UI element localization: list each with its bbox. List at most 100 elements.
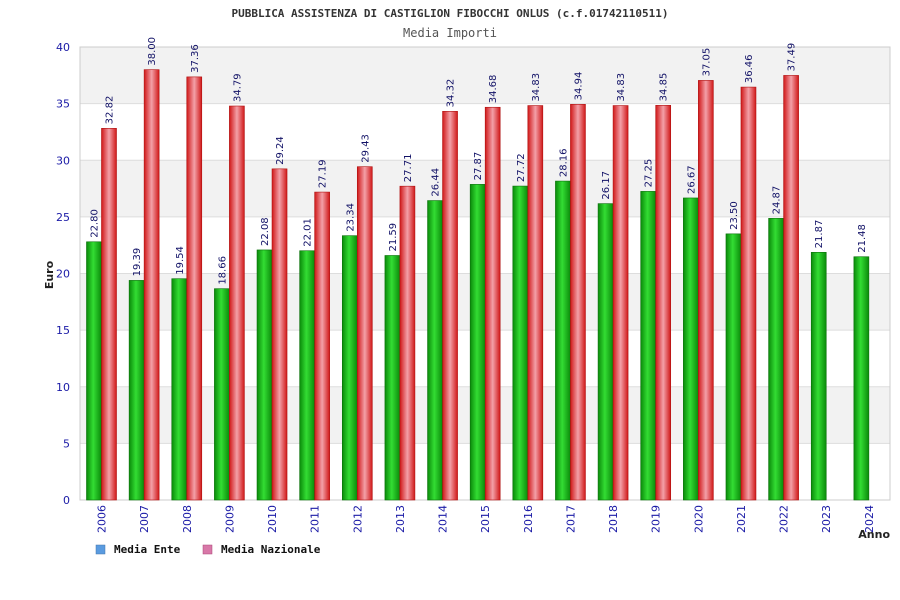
bar-media-nazionale [314, 191, 330, 501]
bar-media-ente [469, 184, 486, 501]
bar-media-ente [427, 200, 443, 501]
bar-media-nazionale [271, 168, 288, 501]
bars: 22.80 32.82 19.39 38.00 19.54 37.36 18.66 34.79… [86, 37, 870, 501]
bar-media-nazionale [698, 80, 714, 501]
value-label-media-ente: 22.01 [303, 218, 314, 247]
x-tick-label: 2021 [735, 505, 748, 533]
y-tick-label: 20 [56, 268, 70, 281]
x-tick-label: 2012 [351, 505, 364, 533]
y-axis-label: Euro [43, 260, 56, 289]
bar-media-nazionale [229, 105, 245, 501]
bar-media-nazionale [527, 105, 544, 501]
value-label-media-ente: 21.48 [857, 224, 868, 253]
y-axis: 0 5 10 15 20 25 30 35 40 [56, 41, 70, 507]
bar-media-nazionale [612, 105, 629, 501]
value-label-media-nazionale: 32.82 [105, 96, 116, 125]
x-tick-label: 2020 [692, 505, 705, 533]
value-label-media-ente: 26.67 [686, 165, 697, 194]
bar-media-nazionale [186, 76, 203, 501]
x-tick-label: 2017 [564, 505, 577, 533]
x-tick-label: 2018 [607, 505, 620, 533]
value-label-media-nazionale: 37.36 [190, 44, 201, 73]
value-label-media-nazionale: 29.24 [275, 136, 286, 165]
x-tick-label: 2010 [266, 505, 279, 533]
bar-media-nazionale [655, 105, 672, 501]
value-label-media-ente: 21.59 [388, 223, 399, 252]
legend-label-nazionale: Media Nazionale [221, 543, 321, 556]
bar-media-nazionale [484, 106, 501, 501]
y-tick-label: 40 [56, 41, 70, 54]
value-label-media-ente: 21.87 [814, 220, 825, 249]
value-label-media-ente: 26.44 [431, 168, 442, 197]
bar-media-nazionale [101, 128, 117, 501]
x-tick-label: 2011 [309, 505, 322, 533]
bar-media-ente [768, 218, 784, 501]
bar-media-nazionale [783, 75, 799, 501]
value-label-media-ente: 18.66 [217, 256, 228, 285]
value-label-media-ente: 23.50 [729, 201, 740, 230]
value-label-media-nazionale: 37.49 [787, 43, 798, 72]
bar-media-nazionale [442, 111, 458, 501]
bar-media-ente [725, 233, 742, 501]
chart-subtitle: Media Importi [403, 26, 497, 40]
value-label-media-nazionale: 27.71 [403, 154, 414, 183]
y-tick-label: 15 [56, 324, 70, 337]
value-label-media-nazionale: 34.85 [659, 73, 670, 102]
bar-media-ente [597, 203, 614, 501]
value-label-media-nazionale: 34.83 [531, 73, 542, 102]
y-tick-label: 25 [56, 211, 70, 224]
x-tick-label: 2009 [223, 505, 236, 533]
y-tick-label: 30 [56, 154, 70, 167]
legend-swatch-nazionale [202, 544, 213, 555]
value-label-media-nazionale: 34.68 [488, 75, 499, 104]
value-label-media-nazionale: 34.83 [616, 73, 627, 102]
bar-media-nazionale [570, 104, 586, 501]
value-label-media-nazionale: 34.79 [232, 73, 243, 102]
bar-media-ente [256, 249, 273, 501]
legend: Media Ente Media Nazionale [95, 543, 321, 556]
value-label-media-ente: 27.87 [473, 152, 484, 181]
value-label-media-nazionale: 37.05 [701, 48, 712, 77]
x-tick-label: 2007 [138, 505, 151, 533]
value-label-media-ente: 27.25 [644, 159, 655, 188]
x-tick-label: 2015 [479, 505, 492, 533]
legend-label-ente: Media Ente [114, 543, 181, 556]
value-label-media-nazionale: 29.43 [360, 134, 371, 163]
x-tick-label: 2019 [650, 505, 663, 533]
x-tick-label: 2014 [437, 505, 450, 533]
chart-title: PUBBLICA ASSISTENZA DI CASTIGLION FIBOCC… [231, 7, 668, 20]
x-tick-label: 2008 [181, 505, 194, 533]
bar-media-ente [171, 278, 188, 501]
value-label-media-ente: 23.34 [345, 203, 356, 232]
bar-media-ente [128, 280, 145, 501]
bar-media-ente [853, 256, 870, 501]
y-tick-label: 0 [63, 494, 70, 507]
bar-media-ente [555, 180, 571, 501]
value-label-media-nazionale: 27.19 [318, 159, 329, 188]
value-label-media-nazionale: 34.94 [573, 72, 584, 101]
x-tick-label: 2023 [820, 505, 833, 533]
x-tick-label: 2013 [394, 505, 407, 533]
bar-media-nazionale [143, 69, 160, 501]
value-label-media-ente: 28.16 [558, 148, 569, 177]
value-label-media-ente: 22.08 [260, 217, 271, 246]
bar-media-ente [683, 197, 699, 501]
value-label-media-ente: 22.80 [90, 209, 101, 238]
bar-media-ente [512, 185, 529, 501]
value-label-media-ente: 26.17 [601, 171, 612, 200]
x-tick-label: 2024 [863, 505, 876, 533]
x-tick-label: 2022 [778, 505, 791, 533]
y-tick-label: 35 [56, 98, 70, 111]
bar-media-ente [341, 235, 358, 501]
x-tick-label: 2016 [522, 505, 535, 533]
y-tick-label: 5 [63, 437, 70, 450]
bar-media-nazionale [740, 86, 757, 501]
value-label-media-ente: 19.39 [132, 248, 143, 277]
value-label-media-ente: 24.87 [772, 186, 783, 215]
bar-media-nazionale [399, 185, 416, 501]
bar-media-nazionale [356, 166, 373, 501]
value-label-media-nazionale: 34.32 [446, 79, 457, 108]
legend-swatch-ente [95, 544, 106, 555]
y-tick-label: 10 [56, 381, 70, 394]
